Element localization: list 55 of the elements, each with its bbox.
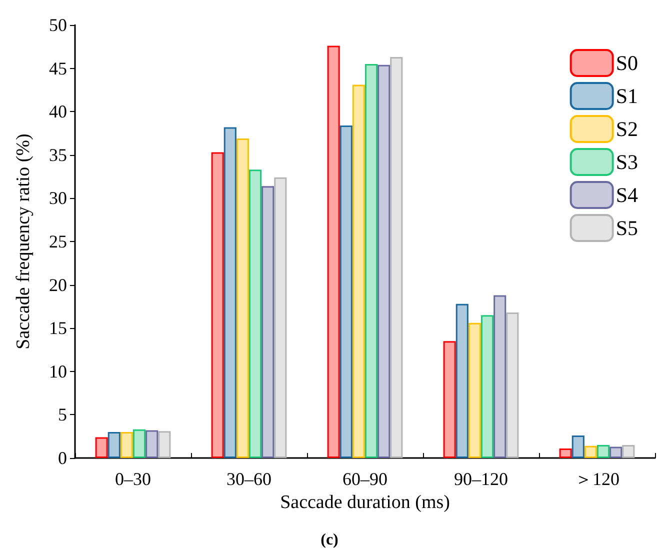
bar — [390, 57, 403, 458]
y-tick-label: 0 — [58, 448, 67, 468]
bar — [211, 152, 224, 458]
bar — [468, 322, 481, 458]
bar — [572, 435, 584, 458]
bar — [610, 446, 622, 458]
x-tick-label: 90–120 — [454, 469, 508, 489]
bar — [120, 432, 133, 458]
y-tick-label: 5 — [58, 404, 67, 425]
y-tick-label: 10 — [49, 361, 67, 382]
bar — [108, 432, 120, 458]
legend-label: S3 — [616, 150, 638, 174]
bar — [506, 312, 519, 458]
bar — [481, 315, 494, 458]
y-tick-label: 20 — [49, 274, 67, 295]
x-axis-title: Saccade duration (ms) — [280, 492, 450, 513]
bar — [274, 177, 287, 458]
x-tick-label: 60–90 — [342, 469, 388, 489]
legend-label: S1 — [616, 84, 638, 108]
x-tick-label: 30–60 — [226, 469, 272, 489]
bar — [236, 138, 249, 458]
bar — [622, 445, 635, 458]
bar — [584, 446, 597, 458]
text: (c) — [320, 532, 338, 548]
bar — [262, 186, 274, 458]
legend-label: S5 — [616, 216, 638, 240]
bar — [95, 437, 108, 458]
legend-label: S2 — [616, 117, 638, 141]
legend-label: S4 — [616, 183, 638, 207]
bar — [224, 127, 236, 458]
bar — [378, 64, 390, 458]
bar — [340, 125, 352, 458]
bar — [559, 448, 572, 458]
x-tick-label: ＞120 — [574, 469, 620, 489]
y-tick-label: 40 — [49, 102, 67, 122]
bar — [352, 84, 365, 458]
bar — [158, 431, 171, 458]
x-tick-label: 0–30 — [115, 469, 151, 489]
y-tick-label: 50 — [49, 15, 67, 35]
bar — [456, 304, 468, 458]
bar — [443, 341, 456, 458]
bar — [327, 46, 340, 458]
y-tick-label: 45 — [49, 58, 67, 78]
y-tick-label: 30 — [49, 188, 67, 208]
bar — [597, 445, 610, 458]
legend-label: S0 — [616, 51, 638, 75]
bar — [494, 295, 506, 458]
bar — [365, 64, 378, 458]
bar — [133, 429, 146, 458]
y-tick-label: 35 — [49, 144, 67, 165]
bar — [146, 430, 158, 458]
y-tick-label: 15 — [49, 318, 67, 338]
y-tick-label: 25 — [49, 232, 67, 252]
bar — [249, 170, 262, 458]
y-axis-title: Saccade frequency ratio (%) — [13, 134, 34, 350]
